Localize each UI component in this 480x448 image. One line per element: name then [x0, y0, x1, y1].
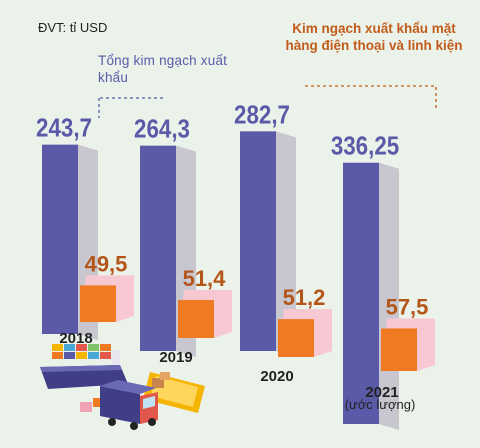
- phone-bar-2018: [80, 285, 116, 322]
- year-label-2019: 2019: [159, 349, 192, 366]
- container-ship-and-truck-icon: [40, 344, 205, 430]
- annotation-connector-phone: [305, 85, 437, 108]
- total-bar-2021: [343, 162, 379, 424]
- year-label-2021: 2021: [365, 384, 398, 401]
- total-bar-side-2020: [276, 131, 296, 357]
- total-value-label-2021: 336,25: [331, 132, 399, 161]
- phone-value-label-2019: 51,4: [183, 266, 227, 291]
- total-value-label-2018: 243,7: [36, 114, 92, 143]
- total-value-label-2019: 264,3: [134, 115, 190, 144]
- phone-bar-2020: [278, 319, 314, 357]
- total-bar-2020: [240, 131, 276, 351]
- phone-bar-2019: [178, 299, 214, 338]
- total-value-label-2020: 282,7: [234, 101, 290, 130]
- phone-bar-2021: [381, 328, 417, 371]
- total-bar-2019: [140, 145, 176, 351]
- annotation-connector-total: [98, 97, 165, 118]
- annotation-total-exports: Tổng kim ngạch xuất khẩu: [98, 53, 228, 85]
- phone-value-label-2018: 49,5: [85, 251, 128, 276]
- year-label-2018: 2018: [59, 330, 92, 347]
- year-label-2020: 2020: [260, 368, 293, 385]
- phone-value-label-2020: 51,2: [283, 285, 326, 310]
- unit-label: ĐVT: tỉ USD: [38, 20, 108, 35]
- estimate-note: (ước lượng): [344, 397, 416, 412]
- total-bar-2018: [42, 144, 78, 334]
- phone-value-label-2021: 57,5: [386, 294, 429, 319]
- annotation-phone-exports: Kim ngạch xuất khẩu mặt hàng điện thoại …: [285, 21, 463, 53]
